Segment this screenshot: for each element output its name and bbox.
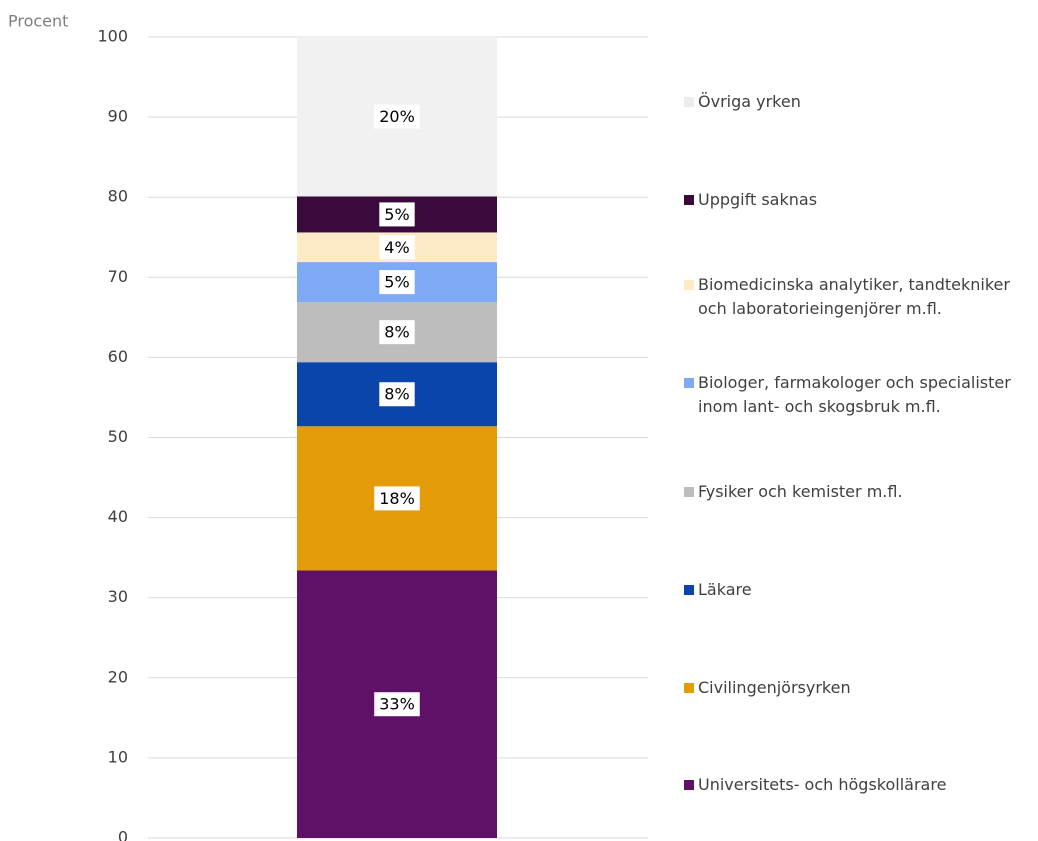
y-tick-label: 50 [108, 427, 128, 446]
legend-swatch [684, 487, 694, 498]
y-tick-label: 90 [108, 107, 128, 126]
data-label-box [379, 382, 415, 407]
data-label: 8% [379, 382, 415, 407]
legend-item: Biologer, farmakologer och specialister … [684, 371, 1034, 419]
data-label: 8% [379, 320, 415, 345]
y-tick-label: 80 [108, 187, 128, 206]
legend-label: Biologer, farmakologer och specialister … [698, 372, 1011, 416]
legend-swatch [684, 280, 694, 291]
data-label: 20% [374, 104, 420, 129]
legend-item: Uppgift saknas [684, 188, 1034, 212]
legend-item: Biomedicinska analytiker, tandtekniker o… [684, 273, 1034, 321]
y-tick-label: 10 [108, 747, 128, 766]
legend-swatch [684, 780, 694, 791]
legend-item: Läkare [684, 578, 1034, 602]
data-label-box [379, 270, 415, 295]
y-tick-label: 70 [108, 267, 128, 286]
data-label-text: 8% [384, 323, 409, 342]
y-tick-label: 20 [108, 667, 128, 686]
y-axis-label: Procent [8, 12, 68, 31]
data-label: 5% [379, 202, 415, 227]
legend-item: Fysiker och kemister m.fl. [684, 480, 1034, 504]
legend-label: Biomedicinska analytiker, tandtekniker o… [698, 275, 1010, 319]
data-label-box [379, 202, 415, 227]
legend-label: Uppgift saknas [698, 189, 818, 209]
legend-swatch [684, 377, 694, 388]
data-label-box [374, 486, 420, 511]
legend-item: Övriga yrken [684, 90, 1034, 114]
legend-item: Universitets- och högskollärare [684, 773, 1034, 797]
legend-swatch [684, 97, 694, 107]
data-label-text: 8% [384, 385, 409, 404]
legend-swatch [684, 194, 694, 205]
legend-swatch [684, 585, 694, 595]
data-label-text: 5% [384, 205, 409, 224]
y-tick-label: 100 [97, 27, 128, 46]
data-label-text: 18% [379, 489, 415, 508]
data-label-text: 5% [384, 273, 409, 292]
data-label: 18% [374, 486, 420, 511]
legend-label: Universitets- och högskollärare [698, 775, 947, 795]
data-label-text: 33% [379, 695, 415, 714]
data-label: 33% [374, 692, 420, 717]
data-label: 5% [379, 270, 415, 295]
legend-item: Civilingenjörsyrken [684, 676, 1034, 700]
data-label-box [379, 320, 415, 345]
y-tick-label: 60 [108, 347, 128, 366]
data-label: 4% [379, 235, 415, 260]
y-tick-label: 40 [108, 507, 128, 526]
y-tick-label: 30 [108, 587, 128, 606]
legend-label: Läkare [698, 580, 752, 599]
y-tick-label: 0 [118, 828, 128, 841]
data-label-text: 4% [384, 238, 409, 257]
data-label-box [374, 104, 420, 129]
data-label-box [374, 692, 420, 717]
legend-label: Civilingenjörsyrken [698, 677, 851, 697]
legend-label: Fysiker och kemister m.fl. [698, 482, 903, 502]
data-label-text: 20% [379, 107, 415, 126]
data-label-box [379, 235, 415, 260]
legend-label: Övriga yrken [698, 92, 801, 111]
legend-swatch [684, 682, 694, 693]
